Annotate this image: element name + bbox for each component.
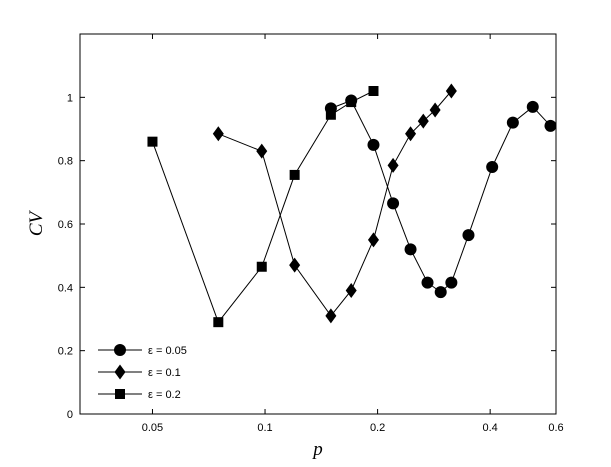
legend-marker-circle xyxy=(114,344,126,356)
diamond-point xyxy=(417,113,429,129)
circle-point xyxy=(367,138,380,151)
legend-label: ε = 0.2 xyxy=(148,389,181,401)
legend-label: ε = 0.1 xyxy=(148,367,181,379)
diamond-point xyxy=(405,126,417,142)
y-tick-label: 0.6 xyxy=(58,219,73,231)
y-tick-label: 0 xyxy=(67,409,73,421)
y-tick-label: 1 xyxy=(67,92,73,104)
legend-marker-square xyxy=(115,389,125,399)
series-square xyxy=(147,86,379,328)
diamond-point xyxy=(325,308,337,324)
circle-point xyxy=(506,116,519,129)
diamond-point xyxy=(367,232,379,248)
diamond-point xyxy=(256,143,268,159)
x-tick-label: 0.2 xyxy=(370,422,385,434)
square-point xyxy=(213,317,224,328)
y-tick-label: 0.8 xyxy=(58,156,73,168)
ticks-layer: 0.05 0.1 0.2 0.4 0.6 0 0.2 0.4 0.6 0.8 1 xyxy=(58,34,564,434)
circle-point xyxy=(526,100,539,113)
square-point xyxy=(325,109,336,120)
square-point xyxy=(368,86,379,96)
circle-point xyxy=(404,243,417,256)
diamond-point xyxy=(212,126,224,142)
diamond-point xyxy=(345,283,357,298)
circle-point xyxy=(421,276,434,289)
circle-point xyxy=(462,229,475,242)
x-axis-label: p xyxy=(311,439,323,460)
square-point xyxy=(346,97,357,108)
x-tick-label: 0.05 xyxy=(142,422,163,434)
diamond-point xyxy=(289,257,301,273)
y-tick-label: 0.4 xyxy=(58,282,73,294)
square-point xyxy=(256,261,267,272)
x-tick-label: 0.4 xyxy=(483,422,498,434)
square-point xyxy=(147,136,158,147)
circle-point xyxy=(434,286,447,299)
square-point xyxy=(289,169,300,180)
series-layer xyxy=(147,83,557,328)
legend-marker-diamond xyxy=(114,364,126,380)
legend-box xyxy=(92,333,216,409)
circle-point xyxy=(445,276,458,289)
y-axis-label: CV xyxy=(26,209,47,236)
circle-point xyxy=(544,119,557,132)
diamond-point xyxy=(387,157,399,173)
x-tick-label: 0.6 xyxy=(548,422,563,434)
diamond-point xyxy=(445,83,457,99)
circle-point xyxy=(387,197,400,210)
diamond-point xyxy=(429,102,441,118)
legend: ε = 0.05 ε = 0.1 ε = 0.2 xyxy=(92,333,216,409)
series-diamond xyxy=(212,83,457,324)
legend-label: ε = 0.05 xyxy=(148,345,187,357)
x-tick-label: 0.1 xyxy=(257,422,272,434)
y-tick-label: 0.2 xyxy=(58,346,73,358)
circle-point xyxy=(486,161,499,173)
